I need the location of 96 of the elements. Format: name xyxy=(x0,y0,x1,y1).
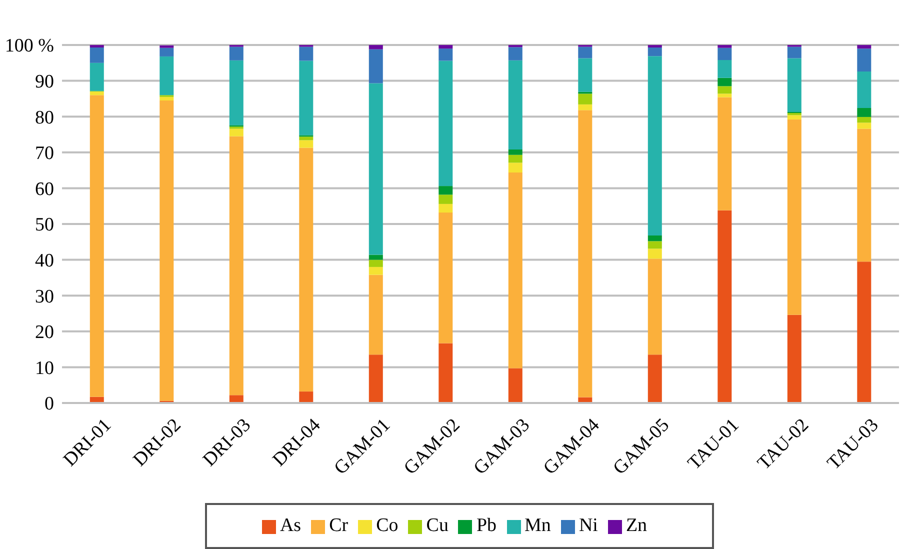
y-tick-label: 30 xyxy=(35,286,54,308)
bar xyxy=(508,162,522,172)
bar xyxy=(160,48,174,56)
bar xyxy=(368,274,383,355)
bar xyxy=(648,241,662,249)
bar xyxy=(648,354,662,403)
bar xyxy=(368,254,383,260)
bar xyxy=(718,45,732,48)
bar xyxy=(438,186,453,195)
bar xyxy=(718,48,732,60)
bar xyxy=(90,45,104,48)
bar xyxy=(368,354,383,403)
bar xyxy=(508,60,522,150)
bar xyxy=(718,78,732,86)
legend-label: Ni xyxy=(578,515,598,536)
bar xyxy=(299,136,314,140)
bar xyxy=(857,48,872,72)
bar xyxy=(160,45,174,48)
bar xyxy=(578,110,592,398)
y-tick-label: 20 xyxy=(35,322,54,344)
bar xyxy=(368,266,383,275)
bar xyxy=(508,154,522,163)
bar xyxy=(508,368,522,403)
y-tick-label: 0 xyxy=(44,394,54,415)
bar xyxy=(857,262,872,403)
bar xyxy=(229,136,244,396)
bar xyxy=(857,116,872,123)
bar xyxy=(787,115,802,120)
bar xyxy=(160,56,174,96)
bar xyxy=(718,97,732,210)
bar xyxy=(90,48,104,63)
bar xyxy=(578,104,592,110)
bar xyxy=(787,314,802,403)
bar xyxy=(368,49,383,84)
y-tick-label: 100 % xyxy=(4,36,54,57)
y-tick-label: 80 xyxy=(35,107,54,128)
bar xyxy=(299,140,314,148)
legend-label: Pb xyxy=(476,515,497,536)
bar xyxy=(648,235,662,242)
bar xyxy=(90,92,104,96)
bar xyxy=(508,172,522,368)
legend-label: Cu xyxy=(426,515,448,536)
bar xyxy=(368,260,383,267)
bar xyxy=(857,128,872,262)
legend-label: Cr xyxy=(329,515,348,536)
bar xyxy=(438,194,453,204)
legend-label: Mn xyxy=(524,515,551,536)
bar xyxy=(718,60,732,78)
y-tick-label: 60 xyxy=(35,178,54,200)
bar xyxy=(438,204,453,213)
bar xyxy=(857,108,872,117)
bar xyxy=(578,94,592,104)
bar xyxy=(857,71,872,108)
bar xyxy=(787,58,802,112)
bar xyxy=(299,60,314,136)
bar xyxy=(438,343,453,403)
bar xyxy=(438,212,453,344)
bar xyxy=(718,94,732,98)
bar xyxy=(299,148,314,392)
bar xyxy=(299,46,314,61)
bar xyxy=(368,45,383,50)
y-tick-label: 90 xyxy=(35,72,54,93)
bar xyxy=(438,48,453,61)
legend-label: Zn xyxy=(626,515,648,536)
bar xyxy=(857,45,872,49)
bar xyxy=(787,46,802,58)
y-tick-label: 40 xyxy=(35,250,54,272)
bar xyxy=(90,95,104,397)
bar xyxy=(438,45,453,49)
bar xyxy=(648,248,662,259)
bar xyxy=(508,150,522,155)
bar xyxy=(578,46,592,58)
bar xyxy=(648,56,662,236)
y-tick-label: 10 xyxy=(35,358,54,379)
legend-label: Co xyxy=(376,515,398,536)
bar xyxy=(160,96,174,100)
bar xyxy=(229,60,244,126)
bar xyxy=(368,83,383,255)
bar xyxy=(648,258,662,355)
bar xyxy=(160,100,174,401)
bar xyxy=(718,210,732,403)
bar xyxy=(787,119,802,315)
legend-label: As xyxy=(280,515,302,536)
bar xyxy=(718,86,732,94)
bar xyxy=(648,48,662,56)
bar xyxy=(299,392,314,403)
y-tick-label: 70 xyxy=(35,143,54,164)
bar xyxy=(578,58,592,92)
bar xyxy=(229,46,244,60)
bar xyxy=(229,128,244,136)
bar xyxy=(508,47,522,60)
bar xyxy=(648,45,662,48)
y-tick-label: 50 xyxy=(35,214,54,236)
bar xyxy=(857,122,872,129)
bar xyxy=(90,62,104,91)
bar xyxy=(438,60,453,186)
